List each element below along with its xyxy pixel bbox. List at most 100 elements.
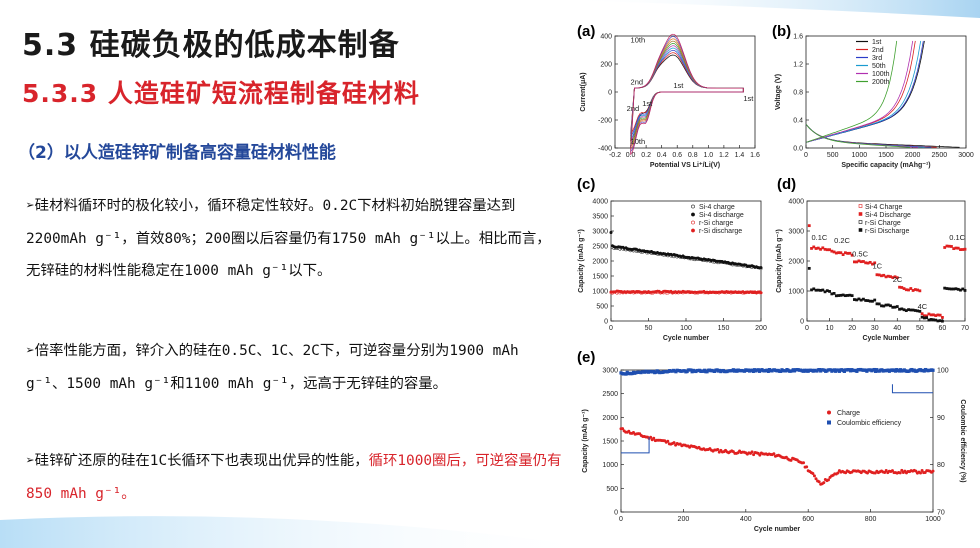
data-point bbox=[821, 288, 825, 292]
data-point bbox=[850, 294, 854, 298]
data-point bbox=[868, 260, 872, 264]
panel-label: (d) bbox=[777, 176, 796, 193]
efficiency-point bbox=[766, 369, 770, 374]
cv-cycle-curve bbox=[630, 47, 744, 140]
y-tick-label: 500 bbox=[596, 304, 608, 311]
data-point bbox=[871, 262, 874, 266]
data-point bbox=[920, 312, 924, 316]
charge-point bbox=[772, 452, 776, 456]
data-point bbox=[947, 244, 951, 248]
data-point bbox=[947, 287, 951, 291]
data-point bbox=[825, 289, 829, 293]
efficiency-point bbox=[872, 367, 876, 372]
data-point bbox=[945, 287, 949, 290]
data-point bbox=[832, 292, 836, 295]
charge-point bbox=[789, 458, 793, 462]
bullet-marker-icon: ➢ bbox=[26, 453, 35, 469]
charge-curve bbox=[805, 40, 925, 143]
data-point bbox=[929, 313, 933, 317]
data-point bbox=[936, 319, 940, 323]
data-point bbox=[911, 308, 915, 312]
legend-label: 1st bbox=[872, 39, 881, 46]
data-point bbox=[895, 276, 899, 280]
rate-label: 4C bbox=[918, 302, 928, 311]
data-point bbox=[846, 294, 850, 297]
data-point bbox=[839, 293, 843, 297]
legend-label: r-Si charge bbox=[699, 220, 733, 227]
charge-point bbox=[884, 469, 888, 473]
data-point bbox=[880, 274, 883, 278]
y-tick-label: 4000 bbox=[788, 199, 804, 206]
x-tick-label: 0 bbox=[804, 152, 808, 159]
legend-label: r-Si Charge bbox=[865, 220, 901, 227]
data-point bbox=[909, 287, 913, 290]
y-tick-label: 2000 bbox=[592, 259, 608, 266]
x-tick-label: 1.2 bbox=[719, 152, 729, 159]
y-tick-label: 500 bbox=[606, 486, 618, 493]
charge-point bbox=[900, 468, 904, 472]
data-point bbox=[889, 275, 892, 279]
data-point bbox=[916, 288, 919, 292]
x-tick-label: 400 bbox=[740, 516, 752, 523]
curve-annotation: 10th bbox=[631, 137, 646, 146]
y-tick-label: 1500 bbox=[602, 439, 618, 446]
bullet-text: 倍率性能方面，锌介入的硅在0.5C、1C、2C下，可逆容量分别为1900 mAh… bbox=[26, 343, 519, 392]
data-point bbox=[959, 288, 962, 292]
x-tick-label: 10 bbox=[826, 325, 834, 332]
x-tick-label: 0.6 bbox=[672, 152, 682, 159]
curve-annotation: 1st bbox=[743, 94, 754, 103]
data-point bbox=[823, 290, 827, 294]
data-point bbox=[853, 298, 856, 301]
data-point bbox=[846, 251, 850, 255]
data-point bbox=[832, 250, 836, 254]
data-point bbox=[848, 293, 852, 297]
data-point bbox=[893, 305, 897, 309]
charge-point bbox=[758, 453, 762, 457]
x-tick-label: 2500 bbox=[932, 152, 948, 159]
legend-marker bbox=[858, 204, 863, 208]
x-tick-label: 70 bbox=[961, 325, 969, 332]
y-tick-label: 0.4 bbox=[793, 118, 803, 125]
data-point bbox=[893, 275, 897, 279]
legend-label: Si-4 discharge bbox=[699, 212, 744, 219]
charge-point bbox=[649, 435, 653, 439]
data-point bbox=[819, 288, 822, 292]
legend-label: r-Si Discharge bbox=[865, 228, 909, 235]
x-tick-label: 60 bbox=[939, 325, 947, 332]
data-point bbox=[941, 319, 944, 323]
data-point bbox=[877, 302, 881, 306]
y-axis-label: Capacity (mAh g⁻¹) bbox=[578, 229, 585, 293]
bullet-paragraph: ➢硅锌矿还原的硅在1C长循环下也表现出优异的性能，循环1000圈后，可逆容量仍有… bbox=[26, 445, 562, 510]
data-point bbox=[877, 273, 881, 277]
y-tick-label: 1.6 bbox=[793, 34, 803, 41]
data-point bbox=[859, 298, 863, 302]
data-point bbox=[900, 307, 904, 311]
panel-label: (c) bbox=[577, 176, 595, 193]
x-tick-label: 1.6 bbox=[750, 152, 760, 159]
x-tick-label: 50 bbox=[916, 325, 924, 332]
data-point bbox=[918, 289, 922, 293]
cycling-chart: 0 50 100 150 200 4000 3500 3000 2500 2000 1500 1000… bbox=[577, 176, 767, 342]
x-tick-label: 1500 bbox=[878, 152, 894, 159]
y-tick-label: 1000 bbox=[592, 289, 608, 296]
efficiency-point bbox=[779, 369, 783, 373]
legend-label: Si-4 Discharge bbox=[865, 212, 911, 219]
data-point bbox=[954, 287, 958, 291]
y-tick-label: -200 bbox=[598, 118, 612, 125]
data-point bbox=[807, 224, 811, 228]
y-tick-label: 400 bbox=[600, 34, 612, 41]
x-tick-label: 200 bbox=[755, 325, 767, 332]
x-tick-label: 1000 bbox=[852, 152, 868, 159]
data-point bbox=[873, 298, 877, 302]
panel-label: (e) bbox=[577, 349, 595, 366]
data-point bbox=[943, 246, 947, 249]
cv-cycle-curve bbox=[630, 40, 744, 148]
bullet-marker-icon: ➢ bbox=[26, 343, 35, 359]
data-point bbox=[938, 313, 942, 317]
rate-label: 2C bbox=[893, 275, 903, 284]
efficiency-point bbox=[689, 368, 693, 372]
panel-label: (b) bbox=[772, 23, 791, 40]
chart-panel-d: 0 10 20 30 40 50 60 70 4000 3000 2000 1000 0 Cycle Nu… bbox=[775, 175, 975, 343]
chart-panel-e: 0 200 400 600 800 1000 3000 2500 2000 1500 1000 500… bbox=[575, 348, 975, 538]
